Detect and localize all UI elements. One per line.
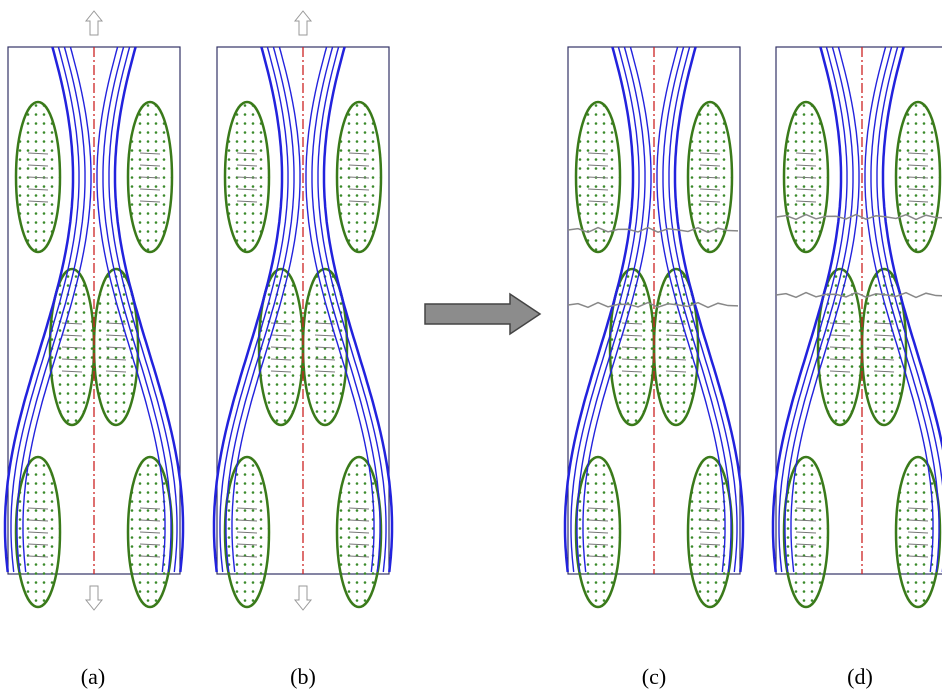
panel-label: (c) [642,664,666,689]
load-arrow [295,11,311,35]
panel-label: (d) [847,664,873,689]
crack [776,293,942,298]
process-arrow [425,294,540,334]
panel [565,47,743,607]
panel [773,47,942,607]
crack [568,303,738,308]
figure: (a) (b) (c) (d) [0,0,942,693]
load-arrow [86,586,102,610]
panel-label: (a) [81,664,105,689]
load-arrow [86,11,102,35]
load-arrow [295,586,311,610]
panel-label: (b) [290,664,316,689]
panel [214,11,392,610]
panel [5,11,183,610]
